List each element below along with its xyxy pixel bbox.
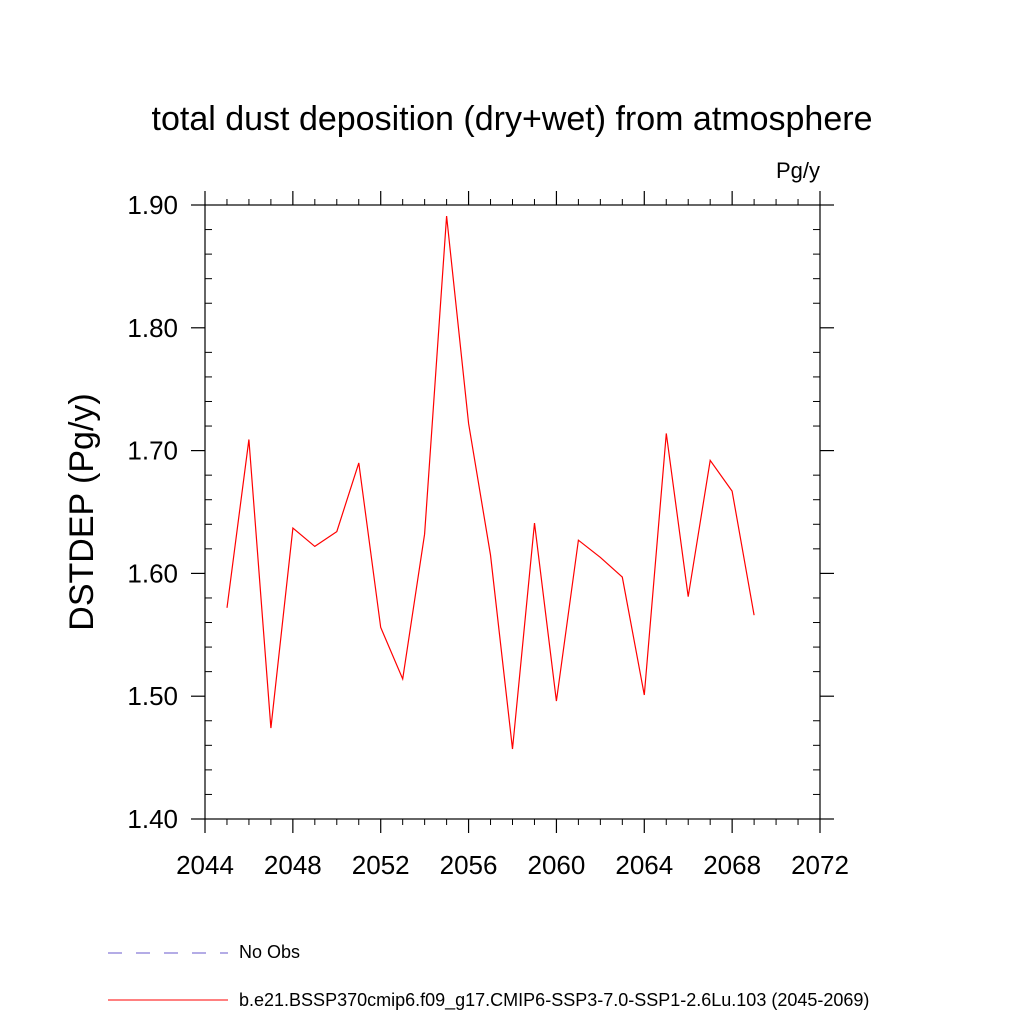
x-tick-labels: 2044 2048 2052 2056 2060 2064 2068 2072 [176, 850, 849, 880]
chart-title: total dust deposition (dry+wet) from atm… [151, 100, 873, 138]
x-tick-label: 2072 [791, 850, 849, 880]
y-tick-label: 1.50 [127, 681, 178, 711]
y-tick-label: 1.60 [127, 558, 178, 588]
x-tick-label: 2048 [264, 850, 322, 880]
y-axis-label-group: DSTDEP (Pg/y) [63, 393, 101, 630]
axis-ticks [191, 191, 834, 833]
series-line [226, 216, 755, 750]
series-lines [226, 216, 755, 750]
units-label: Pg/y [775, 158, 820, 183]
x-tick-label: 2064 [615, 850, 673, 880]
x-tick-label: 2056 [440, 850, 498, 880]
plot-area-border [204, 204, 821, 820]
legend-lines [108, 952, 228, 1001]
x-tick-label: 2068 [703, 850, 761, 880]
y-tick-label: 1.90 [127, 190, 178, 220]
y-tick-label: 1.70 [127, 436, 178, 466]
x-tick-label: 2060 [528, 850, 586, 880]
legend-label-no-obs: No Obs [239, 942, 301, 962]
y-axis-label: DSTDEP (Pg/y) [63, 393, 101, 630]
y-tick-labels: 1.40 1.50 1.60 1.70 1.80 1.90 [127, 190, 178, 834]
y-tick-label: 1.80 [127, 313, 178, 343]
y-tick-label: 1.40 [127, 804, 178, 834]
x-tick-label: 2044 [176, 850, 234, 880]
x-tick-label: 2052 [352, 850, 410, 880]
legend-label-series: b.e21.BSSP370cmip6.f09_g17.CMIP6-SSP3-7.… [239, 990, 870, 1010]
plot-frame [204, 204, 821, 820]
